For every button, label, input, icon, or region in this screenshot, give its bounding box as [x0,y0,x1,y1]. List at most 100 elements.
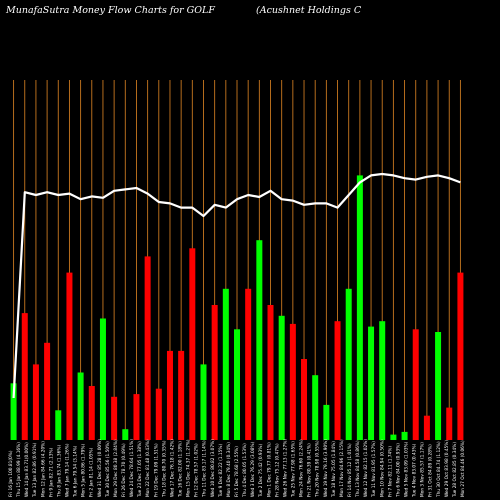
x-tick-label: Wed 7 Jan 79.14 (1.26%) [65,443,71,497]
x-tick-label: Tue 16 Dec 82.00 (1.18%) [178,441,184,498]
x-tick-label: Thu 11 Dec 83.17 (1.14%) [202,440,208,498]
bars-group [10,175,464,440]
bar-22 [245,288,252,440]
x-tick-label: Wed 3 Dec 76.29 (3.08%) [250,441,256,497]
bar-37 [412,329,419,440]
bar-3 [32,364,39,440]
x-tick-label: Fri 2 Jan 81.14 (1.05%) [89,447,95,497]
bar-2 [21,313,28,440]
x-tick-label: Wed 24 Dec 78.64 (1.51%) [129,439,135,497]
x-tick-label: Fri 31 Oct 84.89 (0.28%) [428,444,434,497]
chart-title: MunafaSutra Money Flow Charts for GOLF [5,5,215,16]
x-tick-label: Tue 23 Dec 77.05 (1.38%) [137,441,143,498]
bar-32 [356,175,363,440]
x-tick-label: Mon 22 Dec 81.48 (0.43%) [145,439,151,497]
bar-1 [10,383,17,440]
bar-21 [234,329,240,440]
x-tick-label: Fri 14 Nov 85.12 (1.01%) [347,443,353,497]
x-tick-label: Mon 15 Dec 74.37 (1.27%) [186,439,192,497]
x-tick-label: Tue 25 Nov 77.98 (1.65%) [291,441,297,498]
bar-19 [211,305,218,440]
bar-17 [189,248,196,440]
x-tick-label: Tue 4 Nov 83.07 (0.43%) [412,443,418,498]
x-tick-label: Wed 14 Jan 83.71(0.00%) [24,442,30,497]
bar-39 [435,332,442,440]
bar-14 [155,388,162,440]
bar-38 [423,415,430,440]
x-tick-label: Fri 21 Nov 80.39 (0.41%) [307,443,313,497]
x-tick-label: Tue 9 Dec 82.22 (1.15%) [218,444,224,498]
bar-6 [66,272,73,440]
x-tick-label: Thu 30 Oct 84.74 (1.12%) [436,441,442,498]
bar-25 [278,315,285,440]
line-group [12,172,461,399]
x-tick-label: Wed 5 Nov 83.09 (1.03%) [404,441,410,497]
x-tick-label: Wed 29 Oct 83.98 (0.45%) [444,440,450,497]
x-tick-label: Mon 17 Nov 84.96 (2.15%) [339,439,345,497]
x-tick-label: Fri 5 Dec 78.68 (2.55%) [234,446,240,497]
bar-8 [88,386,95,440]
bar-30 [334,321,341,440]
x-tick-label: Tue 2 Dec 75.42 (0.93%) [258,444,264,498]
x-tick-label: Tue 13 Jan 82.86 (0.91%) [32,442,38,498]
x-tick-label: Tue 30 Dec 85.56 (1.50%) [105,441,111,498]
bar-29 [323,404,330,440]
bar-13 [144,256,151,440]
bar-15 [166,350,173,440]
bar-27 [301,359,308,440]
bar-16 [178,350,185,440]
bar-20 [222,288,229,440]
x-tick-label: Tue 18 Nov 75.05 (1.84%) [331,441,337,498]
x-tick-label: Wed 12 Nov 82.15 (1.02%) [363,439,369,497]
x-tick-label: Mon 5 Jan 80.86 (1.79%) [81,444,87,498]
bar-7 [77,372,84,440]
bar-24 [267,305,274,440]
x-tick-label: Mon 3 Nov 85.57 (1.17%) [420,442,426,497]
bar-4 [44,342,51,440]
x-tick-label: Fri 16 Jan 100.81(0%) [8,450,14,497]
x-tick-label: Thu 8 Jan 83.74 (1.36%) [57,445,63,499]
x-tick-label: Fri 19 Dec 79.09 (1.51%) [153,443,159,497]
x-tick-label: Mon 29 Dec 80.38 (2.84%) [113,439,119,497]
x-tick-label: Fri 9 Jan 82.71 (2.13%) [48,447,54,497]
x-tick-label: Thu 20 Nov 78.98 (0.55%) [315,440,321,498]
x-tick-label: Fri 28 Nov 75.12 (0.47%) [274,443,280,497]
x-tick-label: Mon 10 Nov 84.94 (0.50%) [379,439,385,497]
bar-34 [379,321,386,440]
bar-28 [312,375,319,440]
bar-31 [345,288,352,440]
bar-23 [256,240,263,440]
bar-18 [200,364,207,440]
x-tick-label: Wed 17 Dec 76.18 (1.42%) [169,439,175,497]
x-tick-label: Fri 7 Nov 82.11 (1.74%) [387,446,393,497]
bar-10 [111,396,118,440]
x-tick-label: Fri 26 Dec 78.70 (0.49%) [121,443,127,497]
x-tick-label: Thu 6 Nov 84.00 (0.93%) [395,443,401,498]
x-tick-label: Wed 26 Nov 77.13 (1.27%) [282,439,288,497]
x-tick-labels: Fri 16 Jan 100.81(0%) Thu 15 Jan 88.99 (4… [8,439,466,498]
x-tick-label: Tue 28 Oct 82.85 (0.34%) [452,442,458,498]
x-tick-label: Tue 6 Jan 79.54 (3.14%) [73,445,79,498]
x-tick-label: Wed 31 Dec 85.28 (0.00%) [97,439,103,497]
bar-5 [55,410,62,440]
x-tick-label: Mon 1 Dec 79.77 (0.81%) [266,442,272,497]
x-tick-label: Tue 11 Nov 81.95 (1.57%) [371,441,377,498]
bar-33 [368,326,375,440]
x-tick-label: Thu 15 Jan 88.99 (4.16%) [16,442,22,498]
x-tick-label: Mon 24 Nov 76.60 (2.24%) [299,439,305,497]
x-tick-label: Mon 8 Dec 79.40 (0.34%) [226,442,232,497]
x-tick-label: Wed 10 Dec 80.82 (3.07%) [210,439,216,497]
bar-26 [289,323,296,440]
bar-36 [401,431,408,440]
money-flow-line [12,172,461,399]
x-tick-label: Thu 18 Dec 80.70 (0.35%) [161,440,167,498]
x-tick-label: Mon 12 Jan 84.66 (4.20%) [40,441,46,497]
x-tick-label: Mon 27 Oct 84.46 (0.06%) [460,440,466,497]
x-tick-label: Thu 13 Nov 84.58 (0.86%) [355,440,361,498]
bar-40 [446,407,453,440]
bar-41 [457,272,464,440]
x-tick-label: Fri 12 Dec 78.57 (1.02%) [194,443,200,497]
x-tick-label: Thu 4 Dec 80.05 (1.53%) [242,443,248,498]
chart-subtitle: (Acushnet Holdings C [256,5,362,16]
